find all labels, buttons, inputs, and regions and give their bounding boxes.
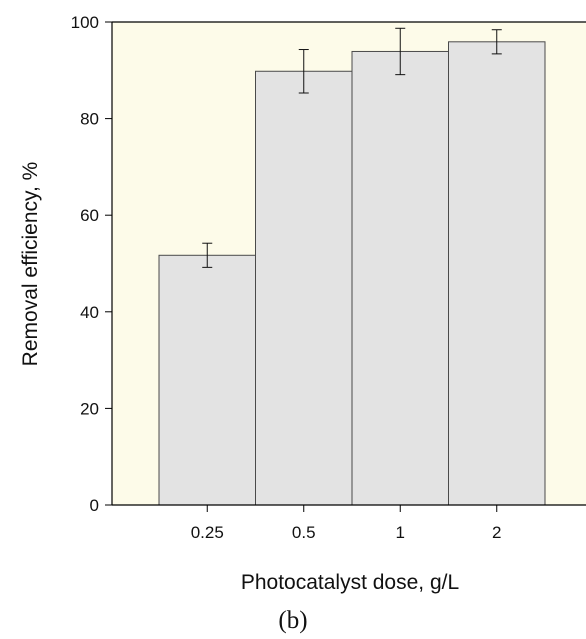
y-ticks: 0 20 40 60 80 100 xyxy=(71,13,112,515)
error-bars xyxy=(202,27,502,268)
error-bar-1 xyxy=(395,27,406,76)
bar-0.5 xyxy=(255,70,353,506)
bar-1 xyxy=(351,50,449,506)
x-axis-title: Photocatalyst dose, g/L xyxy=(241,571,459,594)
y-tick-label: 40 xyxy=(80,303,99,322)
error-bar-2 xyxy=(491,29,502,55)
bars xyxy=(158,41,546,506)
y-tick-label: 80 xyxy=(80,110,99,129)
bar-0.25 xyxy=(158,254,256,506)
axes xyxy=(111,21,586,506)
x-tick-label: 1 xyxy=(396,523,405,542)
panel-label: (b) xyxy=(278,607,307,634)
bar-2 xyxy=(448,41,546,506)
x-tick-label: 0.25 xyxy=(191,523,224,542)
error-bar-0.25 xyxy=(202,242,213,268)
y-tick-label: 20 xyxy=(80,399,99,418)
x-tick-label: 2 xyxy=(492,523,501,542)
y-tick-label: 60 xyxy=(80,206,99,225)
error-bar-0.5 xyxy=(298,49,309,94)
y-tick-label: 0 xyxy=(90,496,99,515)
x-tick-label: 0.5 xyxy=(292,523,316,542)
y-axis-title: Removal efficiency, % xyxy=(19,162,42,367)
x-ticks: 0.25 0.5 1 2 xyxy=(191,505,501,542)
y-tick-label: 100 xyxy=(71,13,99,32)
